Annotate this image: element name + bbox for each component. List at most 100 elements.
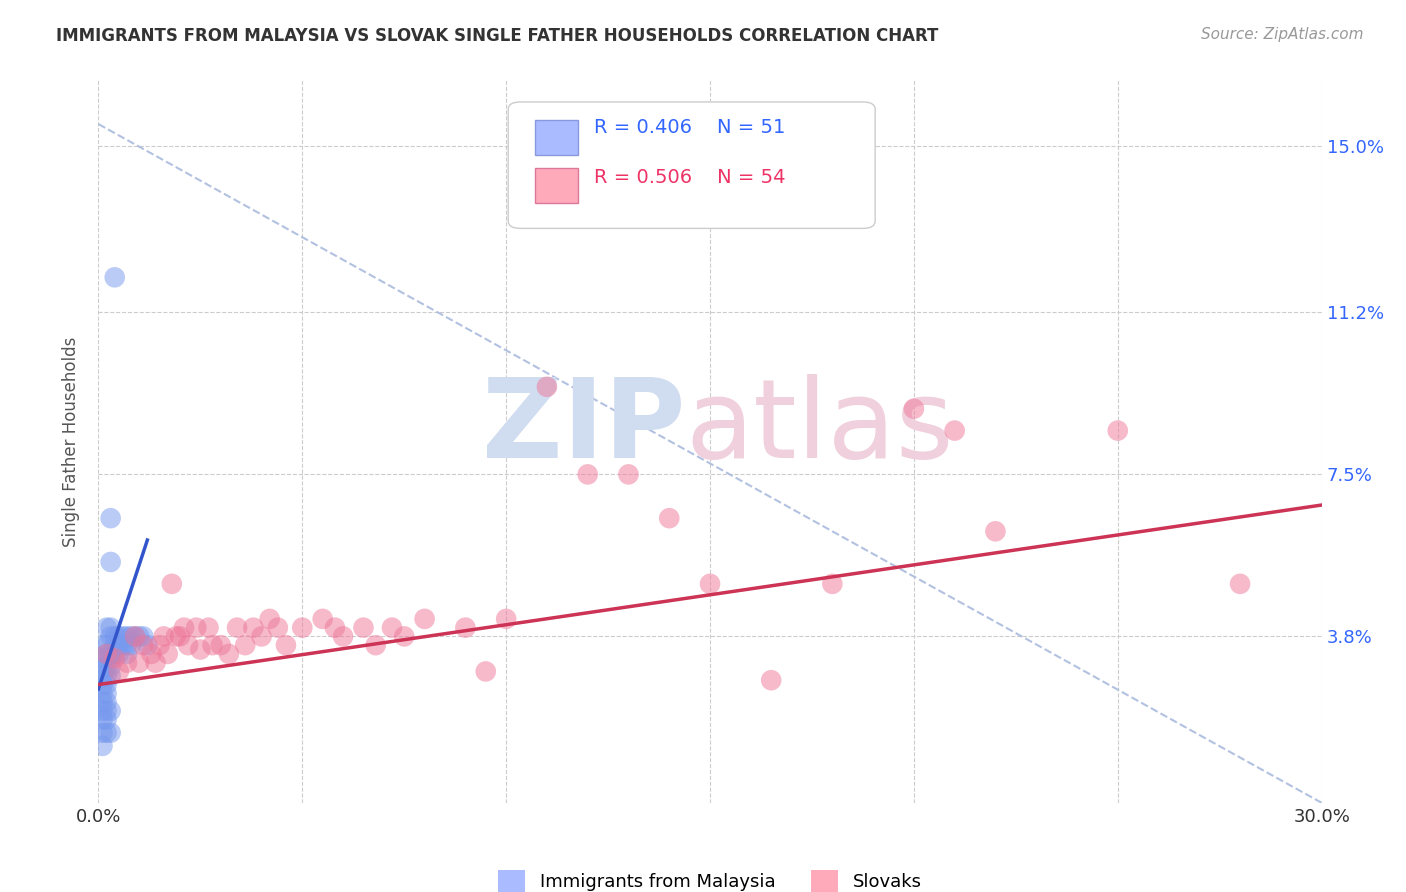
Point	[821, 577, 844, 591]
Point	[165, 629, 187, 643]
Point	[91, 651, 114, 665]
Point	[259, 612, 281, 626]
Point	[115, 647, 138, 661]
Point	[984, 524, 1007, 539]
Point	[96, 677, 118, 691]
Point	[91, 638, 114, 652]
FancyBboxPatch shape	[508, 102, 875, 228]
Legend: Immigrants from Malaysia, Slovaks: Immigrants from Malaysia, Slovaks	[491, 863, 929, 892]
Point	[104, 651, 127, 665]
Point	[104, 647, 127, 661]
Point	[111, 638, 134, 652]
Point	[658, 511, 681, 525]
Point	[267, 621, 290, 635]
Point	[100, 511, 122, 525]
Point	[96, 647, 118, 661]
Point	[218, 647, 240, 661]
Point	[108, 665, 131, 679]
Point	[91, 725, 114, 739]
Point	[100, 660, 122, 674]
Point	[96, 651, 118, 665]
Point	[128, 656, 150, 670]
FancyBboxPatch shape	[536, 169, 578, 203]
Point	[115, 629, 138, 643]
Point	[124, 629, 146, 643]
Point	[96, 725, 118, 739]
Point	[91, 669, 114, 683]
Point	[173, 621, 195, 635]
Point	[96, 695, 118, 709]
Point	[156, 647, 179, 661]
Text: Source: ZipAtlas.com: Source: ZipAtlas.com	[1201, 27, 1364, 42]
Point	[145, 656, 167, 670]
Point	[274, 638, 297, 652]
Point	[1229, 577, 1251, 591]
Point	[96, 647, 118, 661]
Point	[96, 638, 118, 652]
Point	[100, 651, 122, 665]
Point	[115, 638, 138, 652]
Point	[474, 665, 498, 679]
Point	[188, 642, 212, 657]
Point	[197, 621, 219, 635]
Point	[201, 638, 224, 652]
Point	[91, 660, 114, 674]
Point	[100, 555, 122, 569]
Point	[576, 467, 599, 482]
Point	[91, 704, 114, 718]
FancyBboxPatch shape	[536, 120, 578, 154]
Point	[91, 695, 114, 709]
Point	[115, 656, 138, 670]
Point	[250, 629, 273, 643]
Point	[91, 713, 114, 727]
Point	[91, 739, 114, 753]
Point	[124, 629, 146, 643]
Point	[128, 629, 150, 643]
Point	[100, 669, 122, 683]
Point	[177, 638, 200, 652]
Point	[96, 660, 118, 674]
Text: ZIP: ZIP	[482, 374, 686, 481]
Point	[536, 380, 558, 394]
Text: IMMIGRANTS FROM MALAYSIA VS SLOVAK SINGLE FATHER HOUSEHOLDS CORRELATION CHART: IMMIGRANTS FROM MALAYSIA VS SLOVAK SINGL…	[56, 27, 939, 45]
Point	[104, 629, 127, 643]
Text: atlas: atlas	[686, 374, 955, 481]
Point	[323, 621, 346, 635]
Point	[96, 686, 118, 700]
Point	[364, 638, 387, 652]
Point	[381, 621, 404, 635]
Point	[149, 638, 172, 652]
Point	[413, 612, 436, 626]
Point	[100, 647, 122, 661]
Point	[617, 467, 640, 482]
Point	[111, 629, 134, 643]
Text: R = 0.506    N = 54: R = 0.506 N = 54	[593, 169, 786, 187]
Point	[104, 638, 127, 652]
Point	[312, 612, 335, 626]
Point	[392, 629, 416, 643]
Point	[332, 629, 354, 643]
Point	[100, 725, 122, 739]
Point	[141, 647, 163, 661]
Point	[242, 621, 264, 635]
Point	[108, 647, 131, 661]
Point	[91, 677, 114, 691]
Point	[100, 621, 122, 635]
Point	[96, 621, 118, 635]
Point	[108, 629, 131, 643]
Text: R = 0.406    N = 51: R = 0.406 N = 51	[593, 118, 785, 136]
Point	[1107, 424, 1129, 438]
Point	[96, 713, 118, 727]
Point	[352, 621, 374, 635]
Point	[699, 577, 721, 591]
Point	[96, 669, 118, 683]
Point	[104, 270, 127, 285]
Point	[291, 621, 314, 635]
Point	[160, 577, 183, 591]
Point	[120, 629, 142, 643]
Point	[233, 638, 256, 652]
Point	[132, 638, 155, 652]
Point	[495, 612, 517, 626]
Point	[100, 629, 122, 643]
Point	[903, 401, 925, 416]
